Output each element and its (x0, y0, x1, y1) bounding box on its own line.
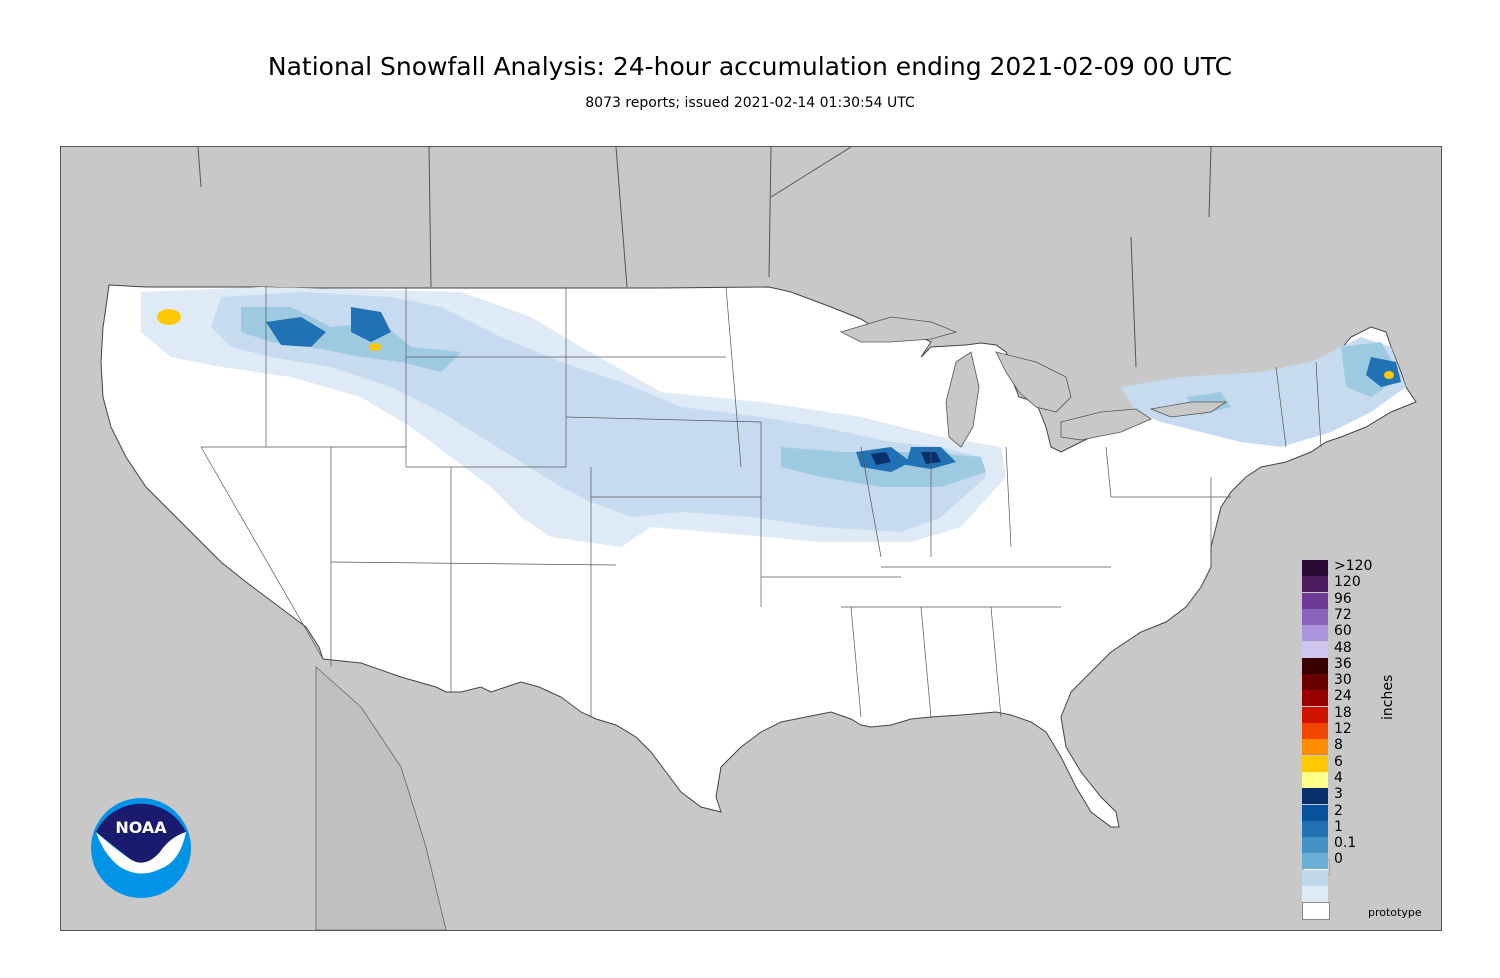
legend-label: 72 (1334, 606, 1352, 623)
legend-swatch (1302, 820, 1328, 837)
great-lakes (839, 316, 1228, 448)
state-borders (200, 286, 1322, 718)
legend-label: 4 (1334, 769, 1343, 786)
legend-label: 8 (1334, 737, 1343, 754)
legend-swatch (1302, 755, 1328, 772)
noaa-logo-text: NOAA (115, 818, 167, 837)
legend-label: 24 (1334, 688, 1352, 705)
legend-label: 60 (1334, 623, 1352, 640)
legend-swatch (1302, 576, 1328, 593)
legend-swatch (1302, 641, 1328, 658)
legend-swatch (1302, 771, 1328, 788)
map-frame (60, 146, 1442, 931)
legend-swatch (1302, 739, 1328, 756)
legend-label: 36 (1334, 655, 1352, 672)
legend-label: 120 (1334, 574, 1361, 591)
legend-label: 96 (1334, 590, 1352, 607)
noaa-logo: NOAA (90, 797, 192, 899)
prototype-note: prototype (1368, 906, 1422, 919)
legend-swatch (1302, 869, 1328, 886)
map-title: National Snowfall Analysis: 24-hour accu… (267, 52, 1233, 81)
legend-swatch (1302, 886, 1328, 902)
canada-borders (197, 147, 1212, 368)
legend-swatch (1302, 788, 1328, 805)
baja-peninsula (315, 666, 447, 930)
map-svg (100, 147, 1417, 930)
map-subtitle: 8073 reports; issued 2021-02-14 01:30:54… (585, 95, 915, 111)
legend-swatch (1302, 625, 1328, 642)
legend-swatch (1302, 560, 1328, 576)
legend-label: 1 (1334, 818, 1343, 835)
legend-swatch (1302, 608, 1328, 625)
legend-label: 0 (1334, 851, 1343, 868)
legend-swatch (1302, 804, 1328, 821)
legend-swatch (1302, 674, 1328, 691)
legend-label: 48 (1334, 639, 1352, 656)
legend-swatch (1302, 592, 1328, 609)
noaa-logo-icon: NOAA (91, 798, 191, 898)
legend-swatch (1302, 853, 1328, 870)
legend-label: 18 (1334, 704, 1352, 721)
legend-label: 2 (1334, 802, 1343, 819)
legend-label: 6 (1334, 753, 1343, 770)
legend-label: 12 (1334, 721, 1352, 737)
legend-swatch (1302, 837, 1328, 854)
legend-swatch (1302, 902, 1330, 921)
legend-units: inches (1380, 674, 1396, 720)
legend-swatch (1302, 690, 1328, 707)
legend-label: 0.1 (1334, 835, 1357, 852)
legend-label: 30 (1334, 672, 1352, 689)
legend-label: 3 (1334, 786, 1343, 803)
legend-label: >120 (1334, 558, 1373, 574)
legend-swatch (1302, 723, 1328, 739)
legend-swatch (1302, 706, 1328, 723)
legend-swatch (1302, 657, 1328, 674)
